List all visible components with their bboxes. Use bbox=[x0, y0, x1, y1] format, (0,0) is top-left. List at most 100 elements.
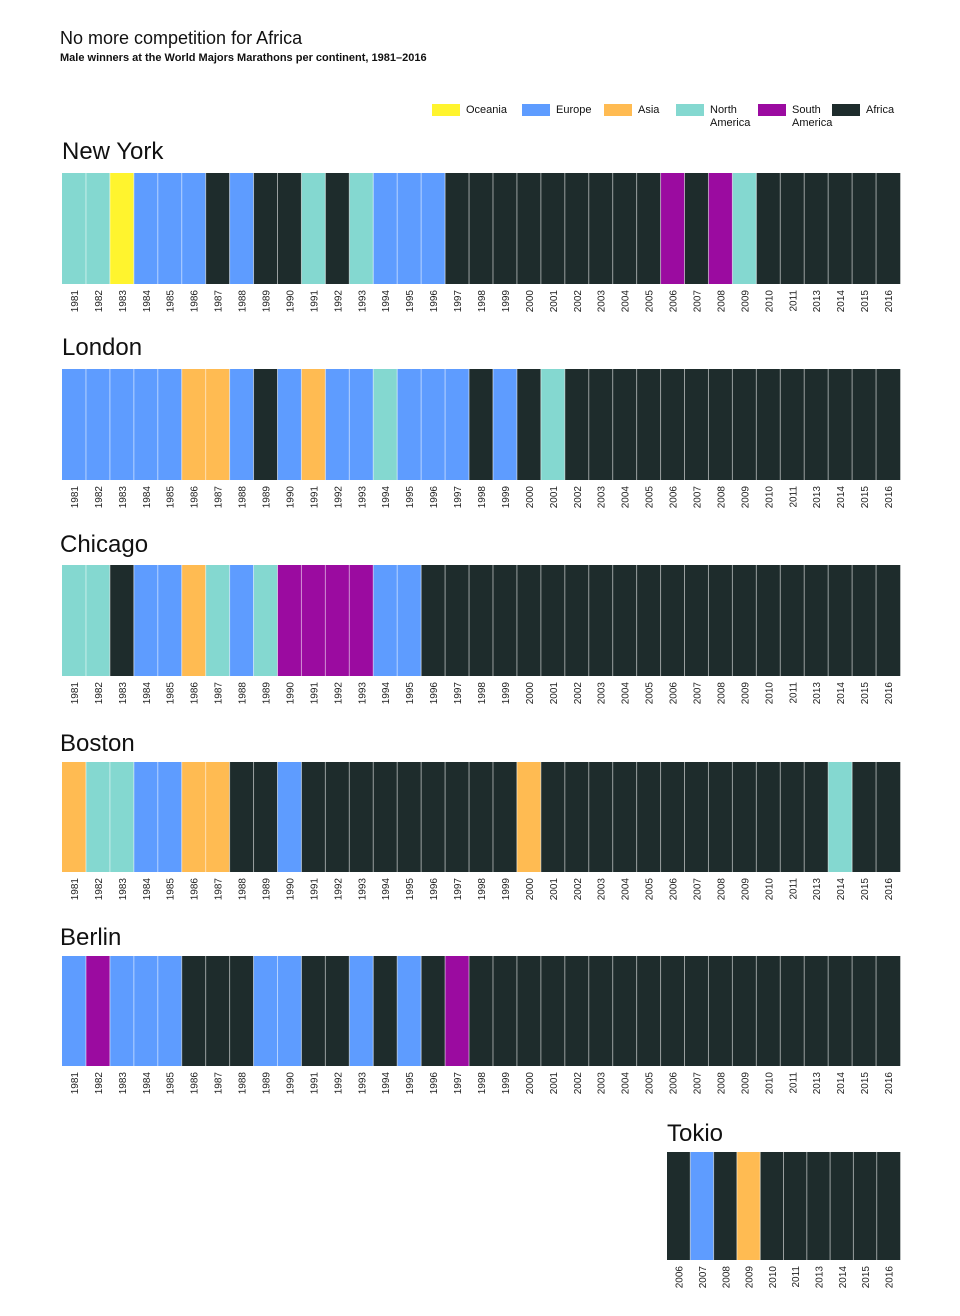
year-cell bbox=[804, 762, 829, 872]
year-cell bbox=[783, 1152, 808, 1260]
year-tick-label: 1998 bbox=[477, 1072, 488, 1095]
year-tick-label: 2009 bbox=[745, 1266, 756, 1289]
year-tick-label: 2016 bbox=[884, 878, 895, 901]
year-tick-label: 2006 bbox=[669, 1072, 680, 1095]
year-tick-label: 2008 bbox=[716, 486, 727, 509]
year-cell bbox=[828, 173, 853, 284]
year-tick-label: 2007 bbox=[692, 1072, 703, 1095]
year-tick-label: 2015 bbox=[860, 1072, 871, 1095]
year-tick-label: 2016 bbox=[884, 682, 895, 705]
year-tick-label: 2000 bbox=[525, 290, 536, 313]
year-tick-label: 2003 bbox=[597, 486, 608, 509]
year-tick-label: 1982 bbox=[94, 486, 105, 509]
year-cell bbox=[492, 762, 518, 872]
year-tick-label: 2008 bbox=[716, 682, 727, 705]
year-tick-label: 2016 bbox=[884, 486, 895, 509]
year-cell bbox=[713, 1152, 738, 1260]
year-cell bbox=[229, 565, 254, 676]
year-tick-label: 2008 bbox=[716, 290, 727, 313]
year-cell bbox=[469, 173, 494, 284]
year-tick-label: 1987 bbox=[214, 1072, 225, 1095]
year-cell bbox=[588, 173, 613, 284]
year-cell bbox=[684, 369, 709, 480]
year-tick-label: 2002 bbox=[573, 1072, 584, 1095]
year-cell bbox=[708, 369, 733, 480]
year-tick-label: 2011 bbox=[788, 290, 799, 312]
year-tick-label: 1984 bbox=[142, 1072, 153, 1095]
year-tick-label: 2009 bbox=[740, 682, 751, 705]
year-cell bbox=[667, 1152, 691, 1260]
year-cell bbox=[109, 956, 135, 1066]
year-cell bbox=[85, 173, 111, 284]
year-tick-label: 1996 bbox=[429, 486, 440, 509]
year-tick-label: 1986 bbox=[190, 878, 201, 901]
year-tick-label: 2009 bbox=[740, 290, 751, 313]
year-cell bbox=[588, 565, 613, 676]
year-cell bbox=[85, 956, 111, 1066]
year-tick-label: 2014 bbox=[838, 1266, 849, 1289]
london-title: London bbox=[62, 334, 143, 361]
year-tick-label: 1989 bbox=[262, 486, 273, 509]
year-cell bbox=[133, 369, 159, 480]
year-cell bbox=[62, 369, 87, 480]
year-cell bbox=[852, 762, 877, 872]
year-cell bbox=[133, 565, 159, 676]
year-cell bbox=[469, 565, 494, 676]
year-tick-label: 1993 bbox=[357, 1072, 368, 1095]
year-cell bbox=[229, 173, 254, 284]
legend-item-north-america: North America bbox=[676, 104, 760, 130]
year-cell bbox=[828, 762, 853, 872]
year-cell bbox=[804, 173, 829, 284]
year-cell bbox=[277, 565, 302, 676]
year-cell bbox=[492, 956, 518, 1066]
year-tick-label: 1993 bbox=[357, 486, 368, 509]
berlin-title: Berlin bbox=[60, 924, 122, 951]
year-tick-label: 1989 bbox=[262, 682, 273, 705]
year-cell bbox=[732, 369, 757, 480]
year-cell bbox=[253, 369, 278, 480]
year-cell bbox=[301, 762, 326, 872]
strip-boston: 1981 1982 1983 1984 1985 1986 1987 1988 1989 1990… bbox=[62, 762, 901, 901]
year-tick-label: 2007 bbox=[698, 1266, 709, 1289]
year-tick-label: 2016 bbox=[884, 290, 895, 313]
year-tick-label: 1989 bbox=[262, 878, 273, 901]
year-cell bbox=[853, 1152, 877, 1260]
year-cell bbox=[62, 956, 87, 1066]
year-tick-label: 1985 bbox=[166, 878, 177, 901]
year-cell bbox=[756, 565, 781, 676]
year-tick-label: 1992 bbox=[333, 290, 344, 313]
year-cell bbox=[205, 956, 230, 1066]
year-tick-label: 2000 bbox=[525, 486, 536, 509]
year-tick-label: 1981 bbox=[70, 682, 81, 705]
legend-label: Europe bbox=[556, 104, 592, 116]
year-cell bbox=[325, 173, 350, 284]
year-cell bbox=[229, 956, 254, 1066]
year-cell bbox=[564, 565, 590, 676]
year-tick-label: 2007 bbox=[692, 878, 703, 901]
year-cell bbox=[397, 173, 422, 284]
year-cell bbox=[445, 369, 470, 480]
year-cell bbox=[876, 956, 901, 1066]
year-cell bbox=[690, 1152, 714, 1260]
year-cell bbox=[253, 762, 278, 872]
new-york-title: New York bbox=[62, 138, 164, 165]
year-tick-label: 1988 bbox=[238, 682, 249, 705]
legend: Oceania Europe Asia North America South … bbox=[432, 104, 912, 144]
year-cell bbox=[660, 762, 685, 872]
year-tick-label: 1992 bbox=[333, 486, 344, 509]
year-tick-label: 1998 bbox=[477, 486, 488, 509]
year-cell bbox=[421, 369, 446, 480]
year-cell bbox=[540, 956, 566, 1066]
legend-label: North America bbox=[710, 104, 751, 129]
year-tick-label: 1987 bbox=[214, 878, 225, 901]
year-tick-label: 2014 bbox=[836, 682, 847, 705]
year-tick-label: 1986 bbox=[190, 682, 201, 705]
year-tick-label: 2003 bbox=[597, 682, 608, 705]
year-tick-label: 1983 bbox=[118, 682, 129, 705]
year-tick-label: 1988 bbox=[238, 1072, 249, 1095]
year-tick-label: 1982 bbox=[94, 878, 105, 901]
year-tick-label: 1989 bbox=[262, 1072, 273, 1095]
year-tick-label: 1991 bbox=[309, 1072, 320, 1095]
legend-label: South America bbox=[792, 104, 833, 129]
